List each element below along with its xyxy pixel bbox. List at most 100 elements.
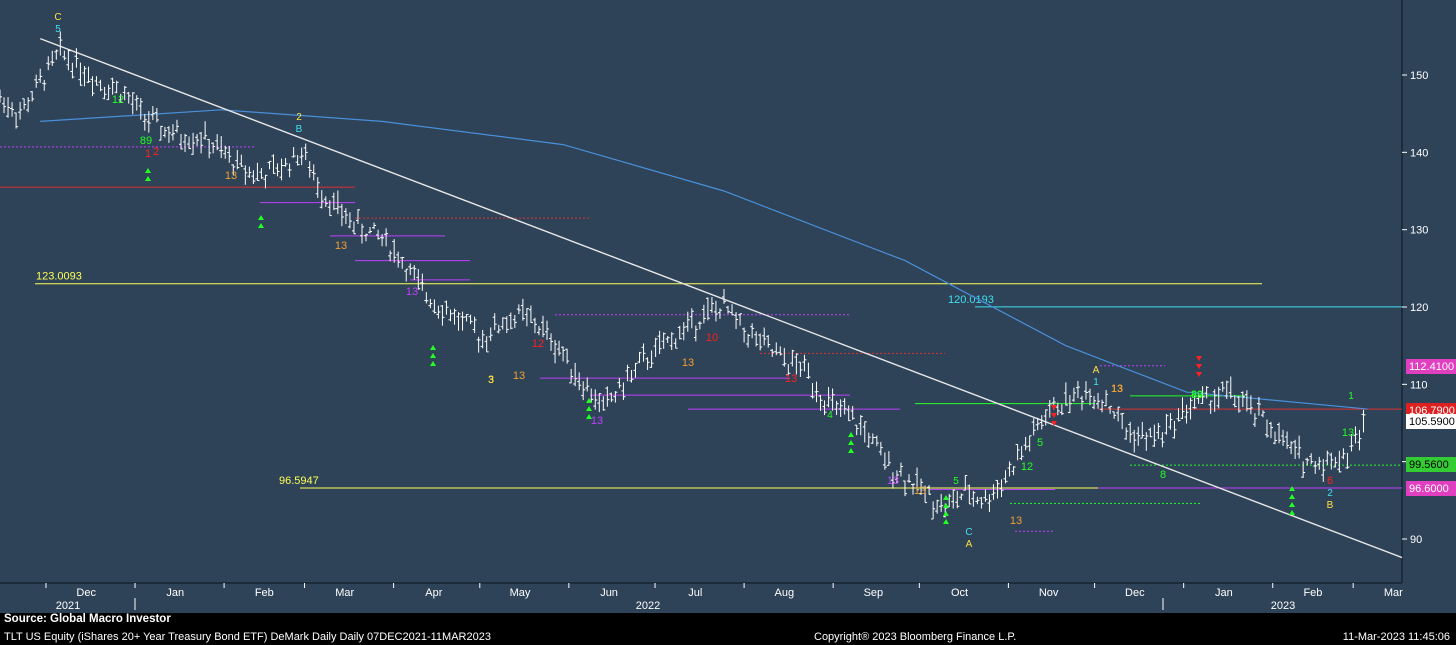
- signal-arrow: [586, 406, 592, 411]
- demark-count: 13: [1111, 383, 1123, 395]
- demark-label: 13: [1111, 384, 1123, 395]
- signal-arrow: [1051, 413, 1057, 418]
- demark-label: B: [296, 124, 303, 135]
- moving-average-line: [40, 109, 1368, 410]
- signal-arrow: [430, 361, 436, 366]
- signal-arrow: [430, 345, 436, 350]
- demark-count: 13: [887, 475, 899, 487]
- timestamp: 11-Mar-2023 11:45:06: [1342, 631, 1450, 643]
- demark-count: 10: [706, 332, 718, 344]
- level-label: 123.0093: [36, 271, 82, 283]
- demark-count: 12: [1021, 461, 1033, 473]
- info-bar: TLT US Equity (iShares 20+ Year Treasury…: [0, 629, 1456, 645]
- price-tag-label: 96.6000: [1409, 483, 1449, 495]
- x-year-label: 2023: [1271, 600, 1295, 612]
- signal-arrow: [1289, 494, 1295, 499]
- signal-arrow: [1289, 502, 1295, 507]
- demark-count: 13: [682, 357, 694, 369]
- demark-count: 1: [145, 148, 151, 160]
- plot-background: [0, 0, 1402, 583]
- x-month-label: Sep: [864, 587, 884, 599]
- x-month-label: Dec: [76, 587, 96, 599]
- signal-arrow: [1196, 356, 1202, 361]
- x-month-label: Feb: [255, 587, 274, 599]
- signal-arrow: [1196, 364, 1202, 369]
- signal-arrow: [586, 398, 592, 403]
- x-month-label: Oct: [951, 587, 968, 599]
- demark-count: 13: [591, 415, 603, 427]
- y-tick-label: 90: [1410, 534, 1422, 546]
- signal-arrow: [1196, 372, 1202, 377]
- demark-label: C: [965, 527, 972, 538]
- y-tick-label: 120: [1410, 302, 1428, 314]
- demark-count: 5: [1037, 437, 1043, 449]
- signal-arrow: [430, 353, 436, 358]
- signal-arrow: [1289, 486, 1295, 491]
- demark-count: 8: [1160, 469, 1166, 481]
- signal-arrow: [848, 440, 854, 445]
- demark-count: 13: [785, 373, 797, 385]
- x-month-label: May: [510, 587, 531, 599]
- demark-label: A: [1093, 365, 1100, 376]
- x-year-label: 2022: [636, 600, 660, 612]
- signal-arrow: [943, 511, 949, 516]
- demark-count: 13: [406, 286, 418, 298]
- demark-label: 4: [827, 410, 833, 421]
- x-month-label: Jan: [166, 587, 184, 599]
- signal-arrow: [943, 503, 949, 508]
- price-tag-label: 112.4100: [1409, 361, 1454, 373]
- demark-count: 13: [225, 170, 237, 182]
- signal-arrow: [848, 448, 854, 453]
- signal-arrow: [1051, 421, 1057, 426]
- y-tick-label: 150: [1410, 70, 1428, 82]
- signal-arrow: [258, 215, 264, 220]
- demark-count: 13: [1342, 427, 1354, 439]
- x-month-label: Mar: [1384, 587, 1403, 599]
- demark-label: 5: [55, 24, 61, 35]
- chart-description: TLT US Equity (iShares 20+ Year Treasury…: [4, 631, 491, 643]
- trendline: [39, 37, 1403, 559]
- demark-label: 89: [1191, 390, 1203, 401]
- signal-arrow: [258, 223, 264, 228]
- demark-count: 6: [1327, 475, 1333, 487]
- signal-arrow: [848, 432, 854, 437]
- x-month-label: Jan: [1215, 587, 1233, 599]
- signal-arrow: [1051, 405, 1057, 410]
- trendline-line: [39, 37, 1403, 559]
- demark-count: 2: [153, 146, 159, 158]
- signal-arrow: [586, 414, 592, 419]
- price-tag-box: [1406, 481, 1456, 496]
- demark-label: 1: [1093, 377, 1099, 388]
- signal-arrow: [1289, 510, 1295, 515]
- price-tag-box: [1406, 457, 1456, 472]
- signal-arrow: [145, 176, 151, 181]
- signal-arrow: [943, 495, 949, 500]
- x-month-label: Feb: [1303, 587, 1322, 599]
- moving-average: [40, 109, 1368, 410]
- horizontal-levels: 123.0093 96.5947 120.0193: [0, 146, 1402, 532]
- price-bars: [0, 31, 1366, 520]
- date-axis-panel: [0, 583, 1456, 613]
- demark-count: 3: [488, 374, 494, 386]
- x-month-label: Dec: [1125, 587, 1145, 599]
- demark-count: 13: [335, 240, 347, 252]
- level-label: 96.5947: [279, 475, 319, 487]
- x-axis: Dec Jan Feb Mar Apr May Jun Jul Aug Sep Oct Nov Dec J…: [45, 583, 1403, 612]
- x-month-label: Nov: [1039, 587, 1059, 599]
- signal-arrow: [145, 168, 151, 173]
- x-month-label: Jul: [688, 587, 702, 599]
- x-year-label: 2021: [56, 600, 80, 612]
- demark-count: 89: [140, 135, 152, 147]
- demark-count: 13: [1010, 515, 1022, 527]
- price-tag-box: [1406, 359, 1456, 374]
- x-month-label: Mar: [335, 587, 354, 599]
- y-tick-label: 110: [1410, 379, 1428, 391]
- price-tag-label: 99.5600: [1409, 459, 1449, 471]
- demark-label: 2: [296, 112, 302, 123]
- demark-count: 12: [112, 94, 124, 106]
- signal-arrow: [943, 519, 949, 524]
- x-month-label: Apr: [425, 587, 442, 599]
